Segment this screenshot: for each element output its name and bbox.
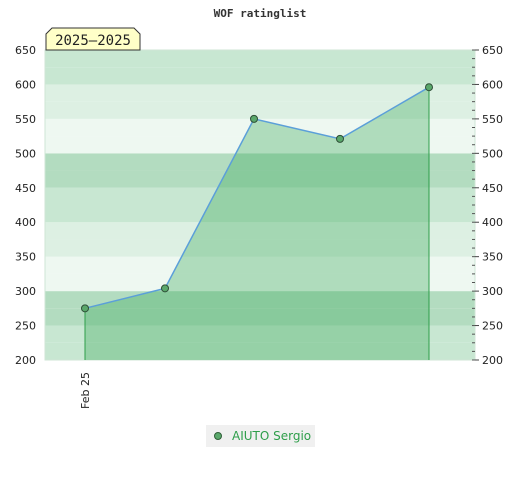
background-band xyxy=(45,342,475,360)
background-band xyxy=(45,205,475,223)
y-tick-label-right: 600 xyxy=(482,78,503,91)
background-band xyxy=(45,170,475,188)
series-area xyxy=(85,87,429,360)
legend-box xyxy=(206,425,315,447)
series-markers xyxy=(81,83,433,313)
y-tick-label-right: 300 xyxy=(482,285,503,298)
background-bands xyxy=(44,49,476,361)
y-tick-label-left: 450 xyxy=(15,182,36,195)
background-band xyxy=(45,222,475,240)
y-tick-label-left: 550 xyxy=(15,113,36,126)
y-tick-label-left: 250 xyxy=(15,320,36,333)
data-point xyxy=(250,114,258,123)
y-tick-label-left: 200 xyxy=(15,354,36,367)
y-tick-label-right: 350 xyxy=(482,251,503,264)
y-tick-label-right: 550 xyxy=(482,113,503,126)
background-band xyxy=(45,50,475,68)
legend-series-label: AIUTO Sergio xyxy=(232,429,311,443)
background-band xyxy=(45,187,475,205)
y-tick-label-left: 500 xyxy=(15,147,36,160)
y-tick-label-right: 450 xyxy=(482,182,503,195)
y-tick-label-left: 600 xyxy=(15,78,36,91)
background-band xyxy=(45,101,475,119)
y-tick-label-right: 200 xyxy=(482,354,503,367)
y-tick-label-left: 650 xyxy=(15,44,36,57)
y-tick-label-left: 300 xyxy=(15,285,36,298)
chart-title: WOF ratinglist xyxy=(214,7,307,20)
data-point xyxy=(336,134,344,143)
y-tick-label-left: 400 xyxy=(15,216,36,229)
background-band xyxy=(45,291,475,309)
y-tick-label-right: 400 xyxy=(482,216,503,229)
period-badge-label: 2025–2025 xyxy=(55,33,131,49)
data-point xyxy=(81,304,89,313)
y-axis-right: 200 250 300 350 400 450 500 550 600 650 xyxy=(472,44,503,367)
data-point xyxy=(425,83,433,92)
legend[interactable]: AIUTO Sergio xyxy=(206,425,315,447)
background-band xyxy=(45,153,475,171)
data-point xyxy=(161,284,169,293)
background-band xyxy=(45,325,475,343)
background-band xyxy=(45,239,475,257)
y-tick-label-right: 500 xyxy=(482,147,503,160)
y-tick-label-right: 650 xyxy=(482,44,503,57)
period-badge: 2025–2025 xyxy=(45,27,141,51)
x-axis: Feb 25 xyxy=(79,372,92,409)
series-area-layer xyxy=(84,87,430,360)
y-axis-left: 200 250 300 350 400 450 500 550 600 650 xyxy=(15,44,36,367)
background-band xyxy=(45,273,475,292)
y-tick-label-right: 250 xyxy=(482,320,503,333)
legend-marker-icon xyxy=(214,432,222,440)
background-band xyxy=(45,256,475,274)
period-badge-frame xyxy=(45,27,141,51)
y-tick-label-left: 350 xyxy=(15,251,36,264)
background-band xyxy=(45,84,475,102)
background-band xyxy=(45,136,475,154)
background-band xyxy=(45,308,475,326)
x-tick-label: Feb 25 xyxy=(79,372,92,409)
background-band xyxy=(45,67,475,85)
